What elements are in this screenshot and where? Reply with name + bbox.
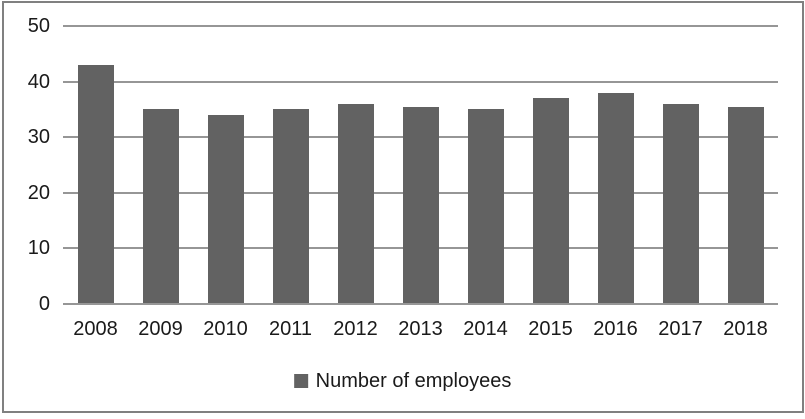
x-axis-tick-label: 2015 xyxy=(528,318,573,340)
gridline xyxy=(63,25,778,27)
x-axis-tick-label: 2013 xyxy=(398,318,443,340)
bar xyxy=(532,98,569,304)
bar xyxy=(727,106,764,304)
y-axis-tick-label: 50 xyxy=(27,15,50,37)
bar xyxy=(662,103,699,304)
bar xyxy=(597,92,634,304)
bar xyxy=(272,109,309,304)
bar xyxy=(77,64,114,304)
plot-area xyxy=(63,25,778,305)
x-axis-tick-label: 2008 xyxy=(73,318,118,340)
chart-frame xyxy=(2,1,804,413)
gridline xyxy=(63,80,778,83)
y-axis-tick-label: 20 xyxy=(27,181,50,204)
bar xyxy=(337,103,374,304)
x-axis-tick-label: 2009 xyxy=(138,318,183,340)
bar xyxy=(207,114,244,304)
bar xyxy=(142,109,179,304)
x-axis-line xyxy=(63,303,778,305)
y-axis-tick-label: 0 xyxy=(38,293,50,315)
legend: Number of employees xyxy=(293,369,512,393)
x-axis-tick-label: 2014 xyxy=(463,318,508,340)
y-axis-tick-label: 40 xyxy=(27,70,50,93)
x-axis-tick-label: 2018 xyxy=(723,318,768,340)
bar xyxy=(402,106,439,304)
x-axis-tick-label: 2010 xyxy=(203,318,248,340)
y-axis-tick-label: 30 xyxy=(27,126,50,149)
legend-swatch-icon xyxy=(293,374,308,388)
bar xyxy=(467,109,504,304)
x-axis-tick-label: 2012 xyxy=(333,318,378,340)
x-axis-tick-label: 2011 xyxy=(268,318,312,340)
y-axis-tick-label: 10 xyxy=(27,237,50,260)
legend-label: Number of employees xyxy=(315,370,512,392)
x-axis-tick-label: 2016 xyxy=(593,318,638,340)
x-axis-tick-label: 2017 xyxy=(658,318,703,340)
